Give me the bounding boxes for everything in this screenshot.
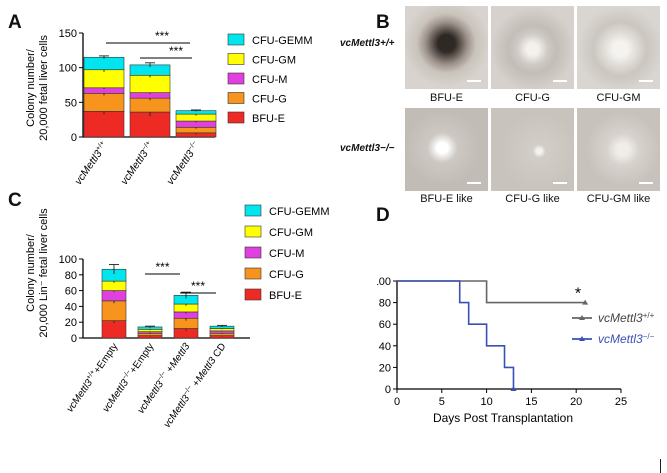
x-tick-label: vcMettl3+/+ bbox=[72, 140, 110, 187]
scale-bar bbox=[639, 182, 653, 184]
significance-label: *** bbox=[155, 260, 169, 274]
chart-d: 0 20 40 60 80 100 0 5 10 15 20 25 Days Post Transpla… bbox=[377, 276, 655, 425]
legend-label: CFU-GEMM bbox=[252, 35, 313, 47]
x-tick-label: 0 bbox=[394, 396, 400, 408]
y-tick-label: 60 bbox=[379, 319, 391, 331]
caption-cfu-gm: CFU-GM bbox=[596, 92, 641, 104]
y-tick-label: 50 bbox=[65, 97, 77, 109]
significance-label: *** bbox=[155, 29, 169, 43]
scale-bar bbox=[553, 80, 567, 82]
chart-c: Colony number/ 20,000 Lin⁻ fetal liver c… bbox=[25, 204, 330, 430]
legend-label: CFU-M bbox=[252, 74, 287, 86]
survival-line bbox=[397, 280, 515, 389]
x-tick-label: 15 bbox=[525, 396, 537, 408]
x-axis-label: Days Post Transplantation bbox=[433, 411, 573, 425]
x-tick-label: 5 bbox=[439, 396, 445, 408]
chart-c-ylabel-line2: 20,000 Lin⁻ fetal liver cells bbox=[38, 208, 50, 338]
legend-label: CFU-G bbox=[252, 94, 287, 106]
panel-letter-d: D bbox=[376, 205, 390, 226]
legend-label: CFU-G bbox=[269, 269, 304, 281]
micrograph-bfu-e bbox=[405, 6, 488, 89]
chart-c-ylabel-line1: Colony number/ bbox=[25, 233, 37, 312]
caption-cfu-g: CFU-G bbox=[515, 92, 550, 104]
legend-swatch bbox=[244, 204, 262, 217]
x-tick-label: vcMettl3−/− +Mettl3 CD bbox=[161, 341, 228, 430]
significance-label: *** bbox=[191, 279, 205, 293]
micrograph-cfu-g bbox=[491, 6, 574, 89]
legend-swatch bbox=[244, 267, 262, 280]
caption-bfu-e-like: BFU-E like bbox=[420, 193, 473, 205]
legend-label: CFU-GEMM bbox=[269, 206, 330, 218]
legend-label: BFU-E bbox=[269, 290, 302, 302]
chart-a: Colony number/ 20,000 fetal liver cells … bbox=[25, 28, 313, 187]
y-tick-label: 150 bbox=[59, 28, 77, 40]
panel-letter-a: A bbox=[8, 12, 22, 33]
bar-segment bbox=[129, 74, 171, 93]
genotype-label-wt: vcMettl3+/+ bbox=[340, 38, 395, 49]
panel-letter-b: B bbox=[376, 12, 390, 33]
micrograph-cfu-gm-like bbox=[577, 108, 660, 191]
legend-marker bbox=[579, 315, 585, 320]
scale-bar bbox=[639, 80, 653, 82]
legend-marker bbox=[579, 336, 585, 341]
bar-segment bbox=[101, 300, 127, 321]
y-tick-label: 20 bbox=[65, 317, 77, 329]
scale-bar bbox=[553, 182, 567, 184]
y-tick-label: 100 bbox=[59, 254, 77, 266]
y-tick-label: 60 bbox=[65, 286, 77, 298]
legend-swatch bbox=[244, 246, 262, 259]
y-tick-label: 0 bbox=[71, 132, 77, 144]
significance-label: *** bbox=[169, 44, 183, 58]
y-tick-label: 20 bbox=[379, 362, 391, 374]
caption-cfu-g-like: CFU-G like bbox=[505, 193, 560, 205]
y-tick-label: 80 bbox=[65, 270, 77, 282]
scale-bar bbox=[467, 182, 481, 184]
panel-letter-c: C bbox=[8, 190, 22, 211]
x-tick-label: vcMettl3−/− bbox=[164, 140, 202, 187]
chart-a-ylabel-line2: 20,000 fetal liver cells bbox=[38, 35, 50, 141]
bar-segment bbox=[83, 93, 125, 112]
series-marker bbox=[582, 299, 589, 305]
series-marker bbox=[510, 386, 517, 391]
micrograph-cfu-g-like bbox=[491, 108, 574, 191]
micrograph-bfu-e-like bbox=[405, 108, 488, 191]
y-tick-label: 40 bbox=[65, 301, 77, 313]
chart-a-ylabel-line1: Colony number/ bbox=[25, 48, 37, 127]
legend-label: CFU-GM bbox=[252, 55, 296, 67]
legend-label: CFU-GM bbox=[269, 227, 313, 239]
frame-edge bbox=[660, 459, 661, 473]
survival-line bbox=[397, 280, 586, 304]
y-tick-label: 0 bbox=[71, 333, 77, 345]
micrograph-cfu-gm bbox=[577, 6, 660, 89]
legend-swatch bbox=[227, 72, 245, 85]
legend-swatch bbox=[227, 53, 245, 65]
bar-segment bbox=[83, 56, 125, 71]
legend-swatch bbox=[244, 225, 262, 238]
bar-segment bbox=[101, 320, 127, 339]
y-tick-label: 100 bbox=[59, 63, 77, 75]
bar-segment bbox=[83, 111, 125, 138]
caption-bfu-e: BFU-E bbox=[430, 92, 463, 104]
x-tick-label: 20 bbox=[570, 396, 582, 408]
legend-label: vcMettl3+/+ bbox=[598, 311, 655, 325]
legend-label: CFU-M bbox=[269, 248, 304, 260]
x-tick-label: 25 bbox=[615, 396, 627, 408]
x-tick-label: vcMettl3−/+ bbox=[118, 140, 156, 187]
y-tick-label: 100 bbox=[377, 276, 391, 288]
bar-segment bbox=[83, 69, 125, 89]
genotype-label-ko: vcMettl3−/− bbox=[340, 143, 395, 154]
legend-label: BFU-E bbox=[252, 113, 285, 125]
legend-swatch bbox=[227, 111, 245, 124]
legend-swatch bbox=[227, 33, 245, 46]
legend-label: vcMettl3−/− bbox=[598, 332, 655, 346]
scale-bar bbox=[467, 80, 481, 82]
y-tick-label: 80 bbox=[379, 298, 391, 310]
y-tick-label: 40 bbox=[379, 341, 391, 353]
legend-swatch bbox=[244, 288, 262, 301]
y-tick-label: 0 bbox=[385, 384, 391, 396]
caption-cfu-gm-like: CFU-GM like bbox=[586, 193, 651, 205]
x-tick-label: 10 bbox=[480, 396, 492, 408]
significance-label: * bbox=[575, 285, 581, 302]
legend-swatch bbox=[227, 92, 245, 104]
